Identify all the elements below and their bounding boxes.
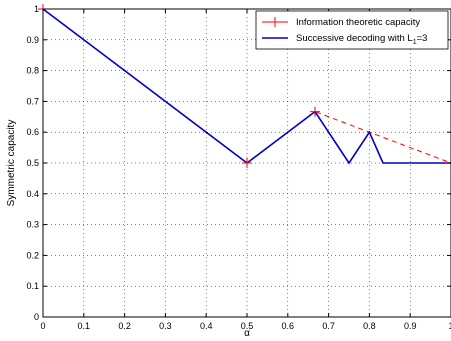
y-tick-label: 0.3 [26,220,39,230]
x-tick-label: 1 [448,321,451,331]
y-tick-label: 0 [34,312,39,322]
y-tick-label: 0.2 [26,250,39,260]
x-tick-label: 0.2 [118,321,131,331]
x-tick-label: 0.5 [241,321,254,331]
x-tick-label: 0.3 [159,321,172,331]
y-tick-label: 0.4 [26,189,39,199]
x-tick-label: 0.1 [78,321,91,331]
x-tick-label: 0.6 [282,321,295,331]
y-axis-label: Symmetric capacity [6,120,17,207]
x-tick-label: 0.9 [404,321,417,331]
x-tick-label: 0.4 [200,321,213,331]
x-axis-label: α [244,328,250,339]
y-tick-label: 1 [34,4,39,14]
y-tick-label: 0.6 [26,127,39,137]
y-tick-label: 0.5 [26,158,39,168]
legend: Information theoretic capacity Successiv… [255,10,449,50]
y-tick-label: 0.1 [26,281,39,291]
legend-label-sd-sub: 1 [413,39,417,46]
legend-label-info: Information theoretic capacity [296,17,420,28]
ticks: 0 0.1 0.2 0.3 0.4 0.5 0.6 0.7 0.8 0.9 1 0 0.1 0.2 0.3 0… [26,4,451,331]
y-tick-label: 0.9 [26,35,39,45]
y-tick-label: 0.7 [26,96,39,106]
grid [43,9,451,317]
legend-label-sd: Successive decoding with L1=3 [296,33,427,46]
x-tick-label: 0.8 [363,321,376,331]
x-tick-label: 0 [40,321,45,331]
legend-box [255,10,449,50]
legend-label-sd-rest: =3 [417,33,428,44]
x-tick-label: 0.7 [322,321,335,331]
legend-label-sd-main: Successive decoding with L [296,33,413,44]
y-tick-label: 0.8 [26,66,39,76]
